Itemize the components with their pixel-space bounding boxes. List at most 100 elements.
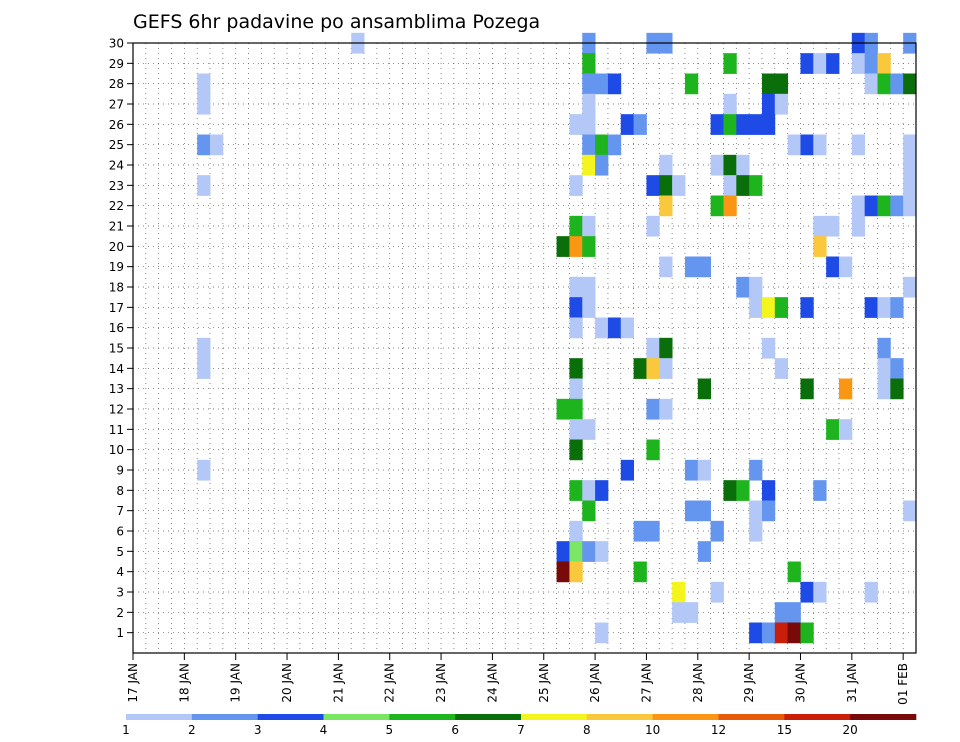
- precip-cell: [890, 297, 904, 318]
- precip-cell: [749, 114, 763, 135]
- y-tick-label: 1: [116, 626, 124, 640]
- precip-cell: [851, 215, 866, 237]
- y-tick-label: 6: [116, 525, 124, 539]
- precip-cell: [582, 134, 596, 156]
- precip-cell: [646, 398, 660, 420]
- precip-cell: [890, 195, 904, 217]
- precip-cell: [787, 622, 801, 644]
- x-tick-label: 31 JAN: [845, 663, 859, 703]
- precip-cell: [197, 337, 211, 359]
- x-tick-label: 17 JAN: [126, 663, 140, 703]
- precip-cell: [864, 53, 878, 74]
- precip-cell: [774, 358, 789, 379]
- precip-cell: [877, 73, 891, 95]
- y-tick-label: 12: [109, 403, 124, 417]
- y-tick-label: 18: [109, 281, 124, 295]
- precip-cell: [646, 358, 660, 379]
- precip-cell: [672, 602, 686, 623]
- precip-cell: [749, 175, 763, 196]
- precip-cell: [710, 195, 724, 217]
- colorbar-label: 12: [711, 723, 726, 737]
- precip-cell: [582, 419, 596, 440]
- precip-cell: [723, 175, 737, 196]
- precip-cell: [659, 337, 673, 359]
- precip-cell: [736, 276, 750, 298]
- y-tick-label: 28: [109, 77, 124, 91]
- precip-cell: [569, 297, 583, 318]
- precip-cell: [633, 114, 647, 135]
- colorbar-label: 5: [386, 723, 394, 737]
- colorbar-segment: [389, 714, 456, 720]
- colorbar-label: 20: [843, 723, 858, 737]
- y-tick-label: 24: [109, 159, 124, 173]
- precip-cell: [877, 53, 891, 74]
- precip-cell: [595, 480, 609, 501]
- colorbar-label: 2: [188, 723, 196, 737]
- precip-cell: [903, 175, 917, 196]
- precip-cell: [646, 215, 660, 237]
- colorbar-segment: [521, 714, 588, 720]
- precip-cell: [197, 358, 211, 379]
- precip-cell: [877, 337, 891, 359]
- precip-cell: [569, 378, 583, 400]
- chart-title: GEFS 6hr padavine po ansamblima Pozega: [133, 11, 540, 33]
- precip-cell: [761, 297, 776, 318]
- precip-cell: [659, 175, 673, 196]
- precip-cell: [197, 175, 211, 196]
- precip-cell: [710, 154, 724, 176]
- y-axis: 1234567891011121314151617181920212223242…: [109, 37, 133, 640]
- precip-cell: [582, 480, 596, 501]
- precip-cell: [607, 134, 622, 156]
- y-tick-label: 3: [116, 586, 124, 600]
- precip-cell: [569, 236, 583, 257]
- precip-cell: [569, 276, 583, 298]
- x-tick-label: 22 JAN: [383, 663, 397, 703]
- y-tick-label: 29: [109, 57, 124, 71]
- x-tick-label: 21 JAN: [331, 663, 345, 703]
- precip-cell: [582, 215, 596, 237]
- precip-cell: [800, 622, 814, 644]
- colorbar-label: 15: [777, 723, 792, 737]
- precip-cell: [838, 378, 853, 400]
- precip-cell: [197, 93, 211, 115]
- precip-cell: [800, 53, 814, 74]
- precip-cell: [684, 73, 699, 95]
- precip-cell: [826, 215, 840, 237]
- x-tick-label: 27 JAN: [639, 663, 653, 703]
- precip-cell: [582, 73, 596, 95]
- precip-cell: [864, 195, 878, 217]
- precip-cell: [569, 114, 583, 135]
- precip-cell: [582, 236, 596, 257]
- y-tick-label: 20: [109, 240, 124, 254]
- precip-cell: [723, 53, 737, 74]
- precip-cell: [197, 73, 211, 95]
- precip-cell: [800, 581, 814, 603]
- y-tick-label: 15: [109, 342, 124, 356]
- colorbar-segment: [586, 714, 653, 720]
- precip-cell: [864, 581, 878, 603]
- precip-cell: [749, 276, 763, 298]
- colorbar-segment: [784, 714, 851, 720]
- precip-cell: [659, 398, 673, 420]
- colorbar: 1 2 3 4 5 6 7 8 10 12 15 20: [122, 714, 917, 737]
- precip-cell: [851, 53, 866, 74]
- x-tick-label: 30 JAN: [793, 663, 807, 703]
- precip-cell: [851, 195, 866, 217]
- precip-cell: [838, 256, 853, 278]
- y-tick-label: 5: [116, 545, 124, 559]
- precip-cell: [684, 602, 699, 623]
- precip-cell: [556, 236, 570, 257]
- x-tick-label: 19 JAN: [229, 663, 243, 703]
- precip-cell: [813, 53, 827, 74]
- precip-cell: [595, 154, 609, 176]
- precip-cell: [582, 297, 596, 318]
- precip-cell: [877, 358, 891, 379]
- y-tick-label: 16: [109, 321, 124, 335]
- y-tick-label: 4: [116, 565, 124, 579]
- precip-cell: [774, 73, 789, 95]
- precip-cell: [877, 297, 891, 318]
- precip-cell: [890, 378, 904, 400]
- precip-cell: [710, 581, 724, 603]
- precip-cell: [633, 561, 647, 583]
- precip-cell: [582, 53, 596, 74]
